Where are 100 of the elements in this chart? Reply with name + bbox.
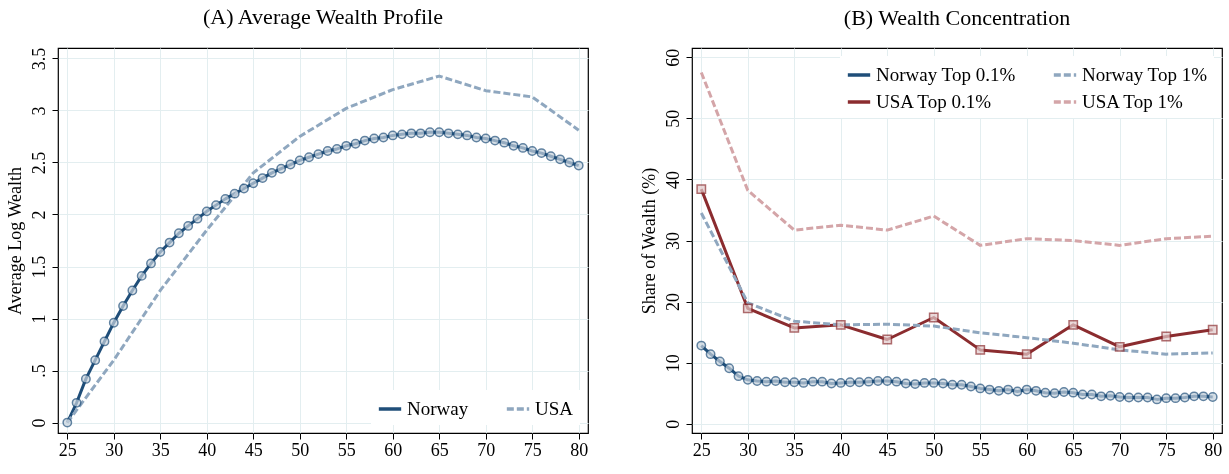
point: [714, 356, 725, 367]
point: [835, 377, 846, 388]
point: [742, 374, 753, 385]
point: [733, 371, 744, 382]
point: [564, 157, 575, 168]
point: [724, 363, 735, 374]
point: [545, 151, 556, 162]
point: [1077, 389, 1088, 400]
point: [294, 155, 305, 166]
x-tick-label: 50: [291, 439, 310, 460]
point: [1207, 392, 1218, 402]
point: [863, 376, 874, 387]
point: [928, 377, 939, 388]
point: [108, 317, 119, 328]
legend-label: USA: [535, 398, 574, 419]
point: [1161, 393, 1172, 404]
point: [90, 355, 101, 366]
point: [882, 376, 893, 386]
point: [1124, 392, 1134, 403]
point: [947, 379, 958, 390]
point: [359, 135, 370, 146]
point: [322, 146, 333, 156]
point: [201, 206, 212, 217]
x-tick-label: 25: [692, 439, 711, 460]
point: [527, 146, 538, 156]
y-tick-label: 1: [28, 314, 49, 324]
point: [928, 312, 939, 323]
point: [1068, 387, 1079, 398]
y-tick-label: 2.5: [28, 151, 49, 175]
x-tick-label: 80: [1204, 439, 1223, 460]
point: [313, 149, 324, 160]
point: [780, 377, 790, 388]
x-tick-label: 55: [337, 439, 356, 460]
point: [1151, 394, 1162, 405]
legend-label: Norway Top 1%: [1082, 64, 1208, 85]
y-tick-label: 1.5: [28, 255, 49, 279]
y-axis-title: Share of Wealth (%): [638, 167, 660, 315]
point: [80, 373, 91, 384]
legend-label: Norway Top 0.1%: [876, 64, 1016, 85]
point: [742, 303, 753, 314]
point: [993, 385, 1004, 396]
point: [471, 132, 482, 143]
point: [696, 184, 707, 195]
x-tick-label: 65: [1064, 439, 1083, 460]
point: [975, 383, 986, 394]
point: [770, 376, 781, 386]
point: [1059, 387, 1069, 397]
point: [276, 163, 287, 174]
x-tick-label: 35: [785, 439, 804, 460]
y-tick-label: 20: [662, 293, 683, 312]
point: [220, 193, 231, 204]
point: [257, 173, 268, 183]
point: [517, 142, 528, 153]
point: [845, 377, 855, 388]
x-tick-label: 35: [151, 439, 170, 460]
point: [183, 221, 194, 231]
point: [1170, 393, 1181, 404]
x-tick-label: 75: [523, 439, 542, 460]
x-tick-label: 60: [384, 439, 403, 460]
point: [266, 167, 277, 178]
point: [1142, 392, 1153, 403]
point: [1049, 388, 1060, 399]
y-tick-label: 40: [662, 170, 683, 189]
legend-label: Norway: [407, 398, 469, 419]
point: [1198, 391, 1209, 402]
point: [919, 377, 930, 388]
point: [350, 138, 361, 149]
point: [211, 200, 221, 211]
point: [1114, 392, 1125, 402]
point: [378, 132, 389, 143]
x-tick-label: 70: [1111, 439, 1130, 460]
point: [387, 130, 398, 141]
point: [452, 129, 463, 140]
point: [1003, 384, 1014, 395]
point: [1207, 324, 1218, 335]
point: [1105, 390, 1116, 401]
point: [490, 135, 500, 146]
point: [826, 378, 837, 389]
y-tick-label: .5: [28, 364, 49, 378]
point: [508, 140, 519, 151]
x-tick-label: 50: [925, 439, 944, 460]
point: [1031, 385, 1041, 396]
point: [462, 130, 473, 141]
point: [854, 377, 865, 388]
x-tick-label: 45: [878, 439, 897, 460]
point: [835, 319, 846, 330]
point: [956, 379, 967, 390]
x-tick-label: 45: [244, 439, 263, 460]
point: [966, 381, 976, 392]
point: [789, 322, 800, 333]
x-tick-label: 80: [570, 439, 589, 460]
point: [127, 285, 138, 296]
point: [789, 377, 800, 388]
point: [1189, 391, 1200, 402]
point: [173, 228, 184, 239]
point: [1040, 387, 1051, 398]
point: [573, 160, 584, 171]
x-tick-label: 40: [832, 439, 851, 460]
point: [761, 376, 772, 387]
y-tick-label: 60: [662, 48, 683, 67]
